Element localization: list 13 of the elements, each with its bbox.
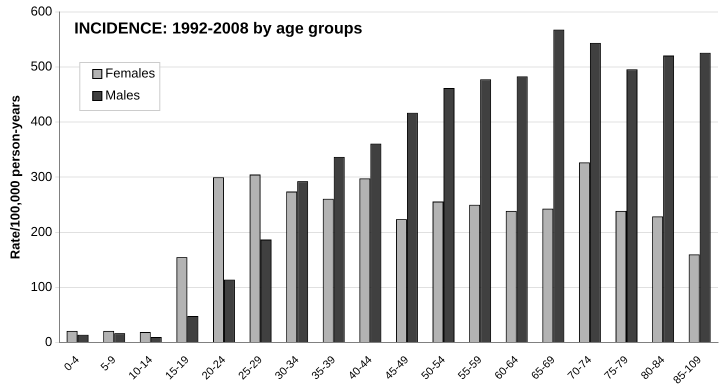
text: INCIDENCE: 1992-2008 by age groups (74, 20, 362, 38)
y-axis-title: Rate/100,000 person-years (7, 95, 22, 260)
y-tick-label: 400 (30, 114, 52, 129)
x-tick-label: 0-4 (62, 354, 82, 374)
legend-label: Males (105, 88, 140, 103)
x-tick-label: 5-9 (98, 354, 118, 374)
y-tick-label: 100 (30, 278, 52, 294)
y-tick-label: 0 (45, 334, 52, 350)
y-tick-label: 600 (30, 4, 52, 19)
legend-label: Females (105, 66, 156, 81)
y-tick-label: 500 (30, 58, 52, 74)
y-tick-label: 300 (30, 168, 52, 184)
y-tick-label: 200 (30, 224, 52, 239)
